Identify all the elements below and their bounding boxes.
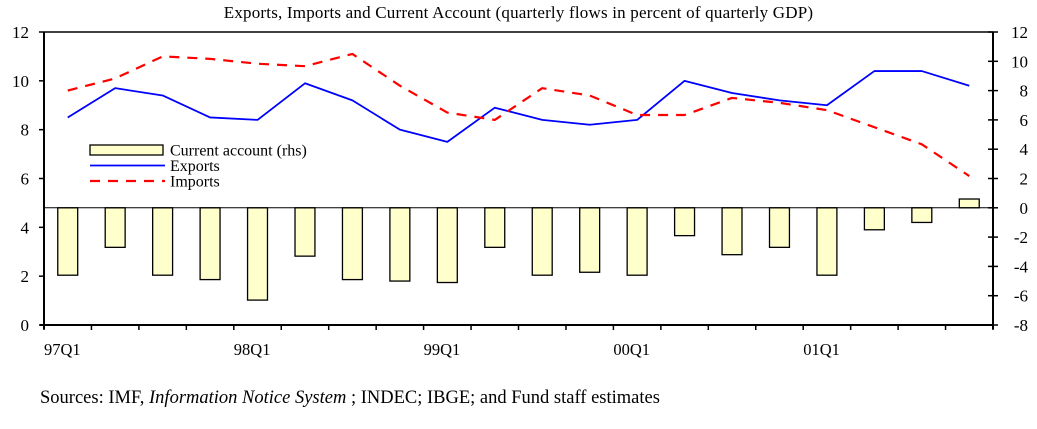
current-account-bar (199, 207, 221, 281)
exports-line (67, 70, 970, 143)
left-axis-tick-label: 0 (21, 316, 30, 335)
current-account-bar (531, 207, 553, 276)
current-account-bar (484, 207, 506, 249)
current-account-bar (721, 207, 743, 256)
series-lines (67, 52, 970, 177)
left-axis-tick-label: 8 (21, 121, 30, 140)
current-account-bar (152, 207, 174, 276)
x-axis-tick-label: 99Q1 (424, 340, 461, 359)
current-account-bar (294, 207, 316, 257)
source-italic: Information Notice System (149, 388, 347, 408)
x-axis-tick-label: 97Q1 (44, 340, 81, 359)
axes: 0 2 4 6 8 10 12 -8 -6 -4 -2 0 2 4 6 8 10 12 97Q1 98Q1 99Q1 00… (12, 23, 1029, 359)
legend-swatch-current-account (89, 144, 164, 156)
x-axis-tick-label: 98Q1 (234, 340, 271, 359)
right-axis-tick-label: 4 (1020, 140, 1029, 159)
current-account-bar (911, 207, 933, 224)
right-axis-tick-label: -6 (1014, 287, 1028, 306)
current-account-bars (57, 198, 980, 301)
current-account-bar (626, 207, 648, 276)
current-account-bar (768, 207, 791, 249)
legend-label: Imports (170, 174, 220, 191)
right-axis-tick-label: 6 (1020, 111, 1029, 130)
legend-label: Exports (170, 158, 220, 175)
right-axis-tick-label: 0 (1020, 199, 1029, 218)
current-account-bar (341, 207, 364, 281)
right-axis-tick-label: -4 (1014, 257, 1029, 276)
current-account-bar (863, 207, 885, 231)
left-axis-tick-label: 6 (21, 170, 30, 189)
current-account-bar (673, 207, 696, 237)
current-account-bar (436, 207, 458, 284)
right-axis-tick-label: -8 (1014, 316, 1028, 335)
right-axis-tick-label: -2 (1014, 228, 1028, 247)
current-account-bar (389, 207, 411, 282)
left-axis-tick-label: 12 (12, 23, 29, 42)
right-axis-tick-label: 2 (1020, 170, 1029, 189)
left-axis-tick-label: 2 (21, 267, 30, 286)
current-account-bar (579, 207, 601, 273)
x-axis-tick-label: 00Q1 (613, 340, 650, 359)
current-account-bar (246, 207, 269, 301)
imports-line (67, 52, 970, 177)
left-axis-tick-label: 4 (21, 218, 30, 237)
source-suffix: ; INDEC; IBGE; and Fund staff estimates (346, 388, 660, 408)
right-axis-tick-label: 8 (1020, 82, 1029, 101)
current-account-bar (57, 207, 79, 276)
source-note: Sources: IMF, Information Notice System … (40, 388, 660, 409)
source-prefix: Sources: IMF, (40, 388, 150, 408)
left-axis-tick-label: 10 (12, 72, 29, 91)
right-axis-tick-label: 10 (1011, 52, 1028, 71)
legend-label: Current account (rhs) (170, 143, 307, 160)
x-axis-tick-label: 01Q1 (803, 340, 840, 359)
current-account-bar (104, 207, 126, 249)
current-account-bar (816, 207, 838, 276)
chart-title: Exports, Imports and Current Account (qu… (223, 3, 814, 22)
current-account-bar (958, 198, 980, 209)
right-axis-tick-label: 12 (1011, 23, 1028, 42)
